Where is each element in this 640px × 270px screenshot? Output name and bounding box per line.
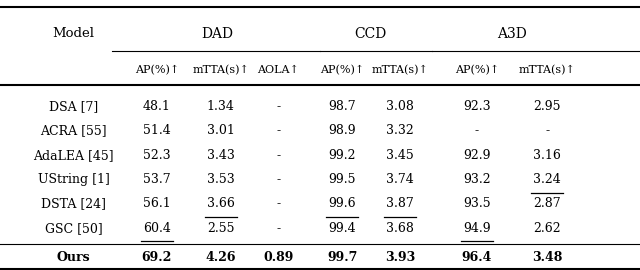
Text: 4.26: 4.26 — [205, 251, 236, 264]
Text: 96.4: 96.4 — [461, 251, 492, 264]
Text: Ours: Ours — [57, 251, 90, 264]
Text: GSC [50]: GSC [50] — [45, 222, 102, 235]
Text: 99.2: 99.2 — [329, 149, 356, 162]
Text: 99.4: 99.4 — [328, 222, 356, 235]
Text: DSA [7]: DSA [7] — [49, 100, 98, 113]
Text: 52.3: 52.3 — [143, 149, 171, 162]
Text: 60.4: 60.4 — [143, 222, 171, 235]
Text: 3.43: 3.43 — [207, 149, 235, 162]
Text: -: - — [276, 100, 280, 113]
Text: 93.2: 93.2 — [463, 173, 491, 186]
Text: -: - — [276, 173, 280, 186]
Text: 98.7: 98.7 — [328, 100, 356, 113]
Text: 3.53: 3.53 — [207, 173, 235, 186]
Text: 3.74: 3.74 — [386, 173, 414, 186]
Text: 0.89: 0.89 — [263, 251, 294, 264]
Text: 3.16: 3.16 — [533, 149, 561, 162]
Text: 3.32: 3.32 — [386, 124, 414, 137]
Text: AP(%)↑: AP(%)↑ — [320, 65, 365, 75]
Text: DAD: DAD — [202, 27, 234, 41]
Text: -: - — [276, 124, 280, 137]
Text: 3.48: 3.48 — [532, 251, 563, 264]
Text: 48.1: 48.1 — [143, 100, 171, 113]
Text: mTTA(s)↑: mTTA(s)↑ — [193, 65, 249, 75]
Text: A3D: A3D — [497, 27, 527, 41]
Text: 3.01: 3.01 — [207, 124, 235, 137]
Text: ACRA [55]: ACRA [55] — [40, 124, 107, 137]
Text: 2.62: 2.62 — [533, 222, 561, 235]
Text: 51.4: 51.4 — [143, 124, 171, 137]
Text: Model: Model — [52, 27, 95, 40]
Text: DSTA [24]: DSTA [24] — [41, 197, 106, 210]
Text: -: - — [276, 197, 280, 210]
Text: 93.5: 93.5 — [463, 197, 491, 210]
Text: 3.87: 3.87 — [386, 197, 414, 210]
Text: AdaLEA [45]: AdaLEA [45] — [33, 149, 114, 162]
Text: AOLA↑: AOLA↑ — [257, 65, 300, 75]
Text: 2.87: 2.87 — [533, 197, 561, 210]
Text: CCD: CCD — [354, 27, 386, 41]
Text: 98.9: 98.9 — [328, 124, 356, 137]
Text: 2.95: 2.95 — [534, 100, 561, 113]
Text: 56.1: 56.1 — [143, 197, 171, 210]
Text: 1.34: 1.34 — [207, 100, 235, 113]
Text: 3.68: 3.68 — [386, 222, 414, 235]
Text: UString [1]: UString [1] — [38, 173, 109, 186]
Text: 99.6: 99.6 — [328, 197, 356, 210]
Text: 92.3: 92.3 — [463, 100, 491, 113]
Text: 3.66: 3.66 — [207, 197, 235, 210]
Text: 2.55: 2.55 — [207, 222, 234, 235]
Text: 69.2: 69.2 — [141, 251, 172, 264]
Text: 92.9: 92.9 — [463, 149, 490, 162]
Text: 3.24: 3.24 — [533, 173, 561, 186]
Text: -: - — [475, 124, 479, 137]
Text: AP(%)↑: AP(%)↑ — [134, 65, 179, 75]
Text: 94.9: 94.9 — [463, 222, 491, 235]
Text: 99.5: 99.5 — [329, 173, 356, 186]
Text: 3.93: 3.93 — [385, 251, 415, 264]
Text: 99.7: 99.7 — [327, 251, 358, 264]
Text: 3.45: 3.45 — [386, 149, 414, 162]
Text: 53.7: 53.7 — [143, 173, 171, 186]
Text: 3.08: 3.08 — [386, 100, 414, 113]
Text: AP(%)↑: AP(%)↑ — [454, 65, 499, 75]
Text: -: - — [545, 124, 549, 137]
Text: mTTA(s)↑: mTTA(s)↑ — [519, 65, 575, 75]
Text: -: - — [276, 222, 280, 235]
Text: mTTA(s)↑: mTTA(s)↑ — [372, 65, 428, 75]
Text: -: - — [276, 149, 280, 162]
